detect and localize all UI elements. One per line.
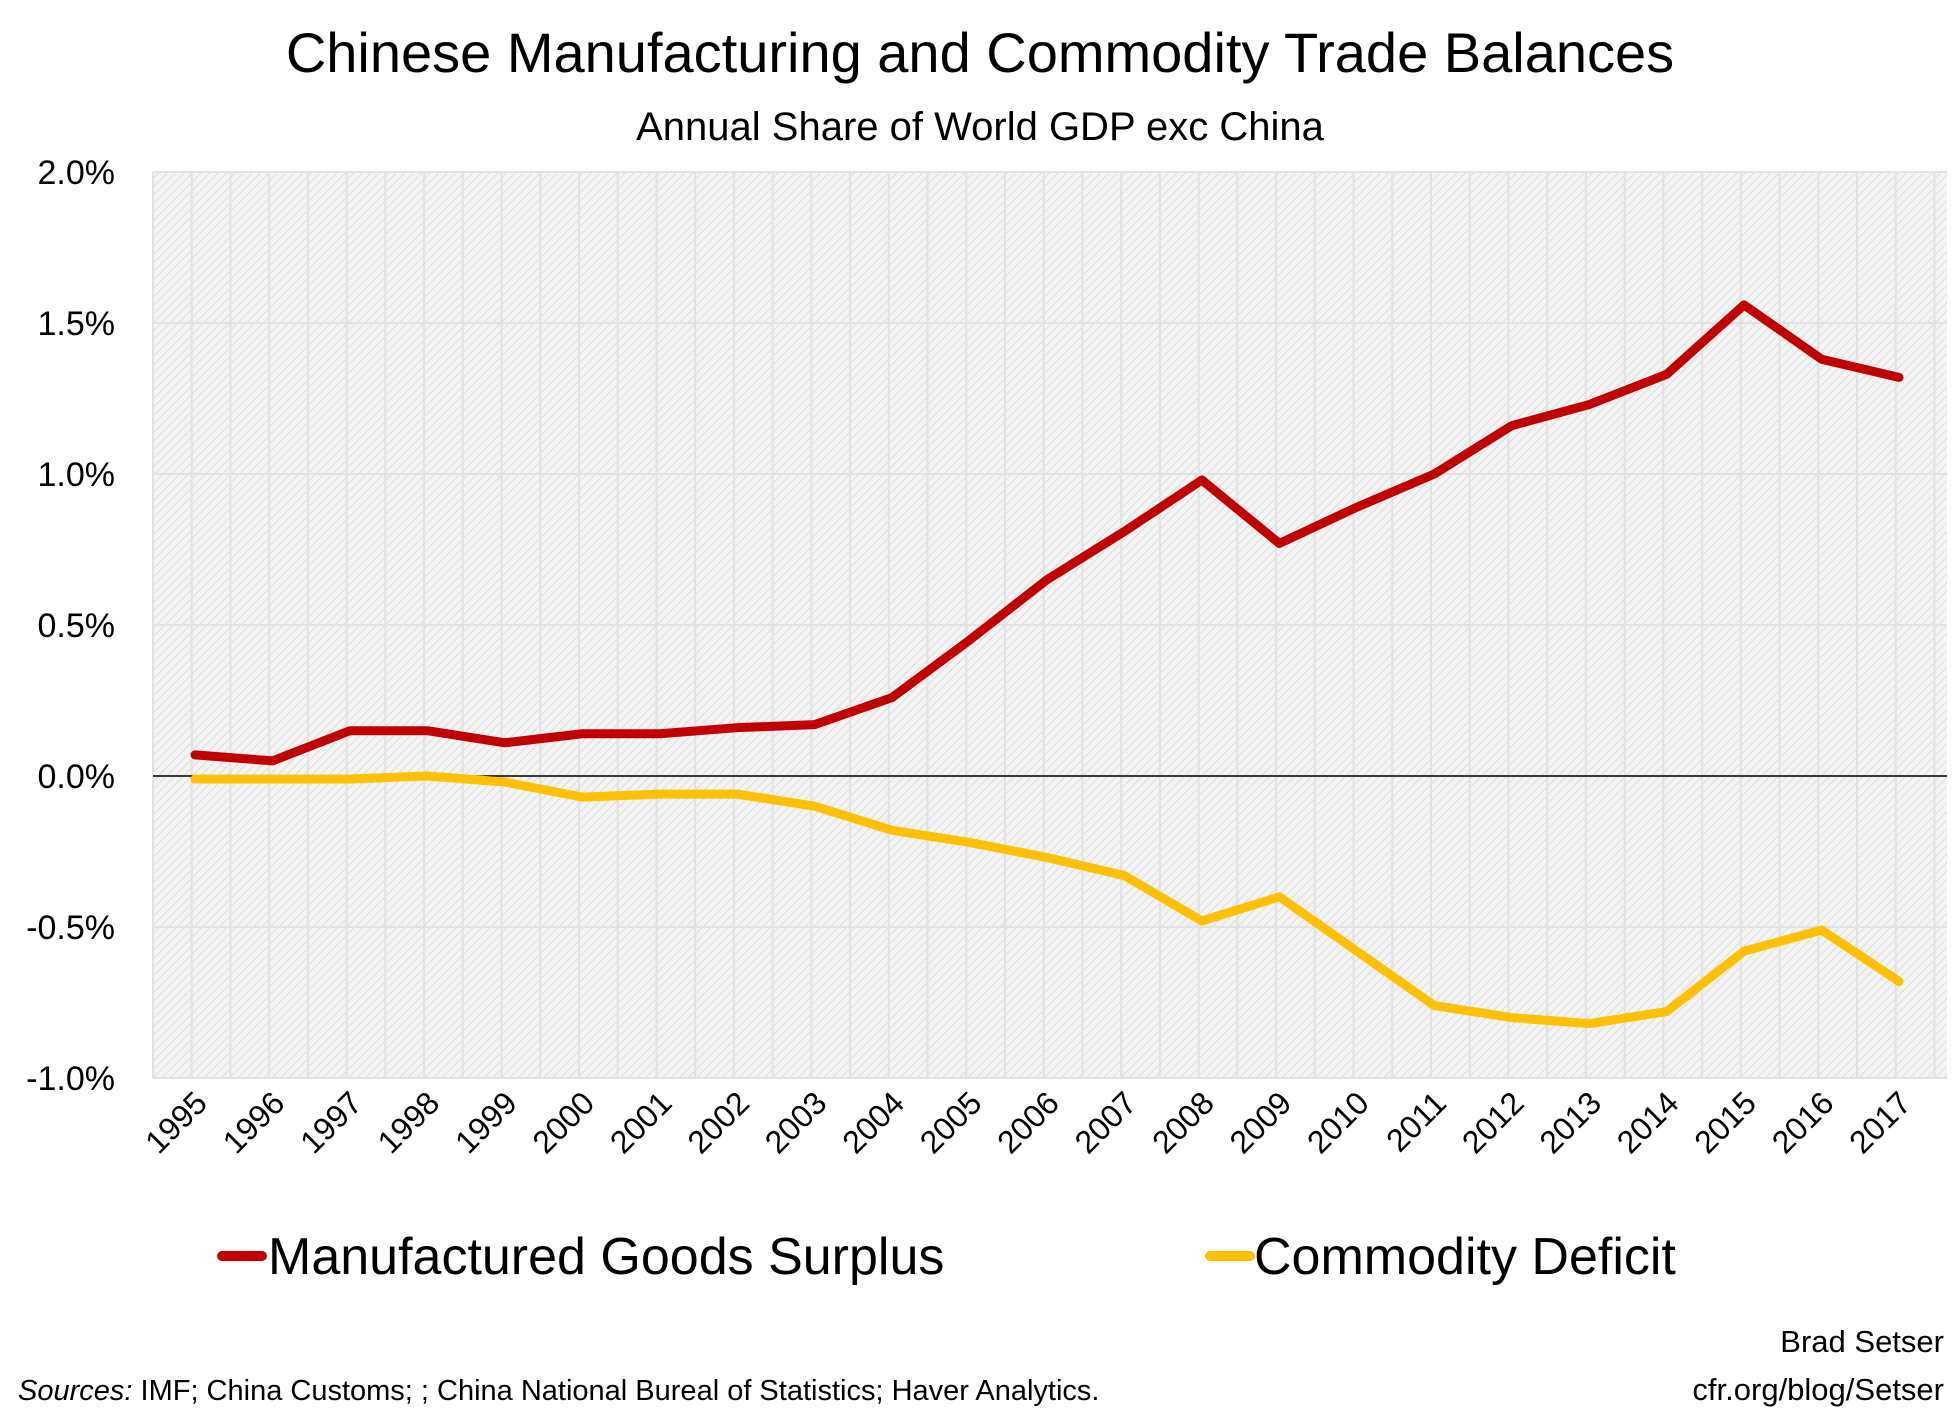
x-tick-label: 1997 (293, 1084, 369, 1160)
x-tick-label: 1995 (138, 1084, 214, 1160)
sources-text: IMF; China Customs; ; China National Bur… (132, 1375, 1099, 1407)
x-tick-label: 2012 (1455, 1084, 1531, 1160)
x-tick-label: 2008 (1145, 1084, 1221, 1160)
x-tick-label: 2002 (680, 1084, 756, 1160)
x-tick-label: 2014 (1610, 1084, 1686, 1160)
legend-label-commodity: Commodity Deficit (1254, 1228, 1676, 1286)
y-tick-label: 1.0% (38, 456, 116, 494)
x-tick-label: 2006 (990, 1084, 1066, 1160)
y-tick-label: 1.5% (38, 305, 116, 343)
y-tick-label: -0.5% (26, 909, 115, 947)
chart-subtitle: Annual Share of World GDP exc China (636, 105, 1325, 149)
x-tick-label: 2015 (1687, 1084, 1763, 1160)
series-lines (190, 300, 1904, 1029)
x-tick-label: 2003 (758, 1084, 834, 1160)
x-tick-label: 2004 (835, 1084, 911, 1160)
x-tick-label: 2013 (1532, 1084, 1608, 1160)
x-tick-label: 1999 (448, 1084, 524, 1160)
x-tick-label: 2017 (1842, 1084, 1918, 1160)
x-tick-label: 1996 (216, 1084, 292, 1160)
legend-label-manufactured: Manufactured Goods Surplus (268, 1228, 944, 1286)
y-tick-label: 0.5% (38, 607, 116, 645)
x-tick-label: 2016 (1765, 1084, 1841, 1160)
x-tick-label: 2000 (525, 1084, 601, 1160)
y-tick-label: -1.0% (26, 1060, 115, 1098)
y-tick-label: 2.0% (38, 154, 116, 192)
x-tick-label: 2009 (1223, 1084, 1299, 1160)
x-tick-label: 2001 (603, 1084, 679, 1160)
y-tick-label: 0.0% (38, 758, 116, 796)
x-tick-label: 2005 (913, 1084, 989, 1160)
x-axis: 1995 1996 1997 1998 1999 2000 2001 2002 2003 2004… (138, 1084, 1918, 1160)
author: Brad Setser (1780, 1324, 1944, 1359)
y-axis: 2.0% 1.5% 1.0% 0.5% 0.0% -0.5% -1.0% (26, 154, 115, 1098)
sources-label: Sources: (18, 1375, 132, 1407)
sources-note: Sources: IMF; China Customs; ; China Nat… (18, 1375, 1100, 1407)
x-tick-label: 1998 (371, 1084, 447, 1160)
x-tick-label: 2010 (1300, 1084, 1376, 1160)
x-tick-label: 2007 (1068, 1084, 1144, 1160)
author-url: cfr.org/blog/Setser (1692, 1372, 1944, 1407)
x-tick-label: 2011 (1379, 1084, 1453, 1158)
chart-title: Chinese Manufacturing and Commodity Trad… (286, 21, 1674, 84)
legend: Manufactured Goods Surplus Commodity Def… (217, 1228, 1676, 1286)
